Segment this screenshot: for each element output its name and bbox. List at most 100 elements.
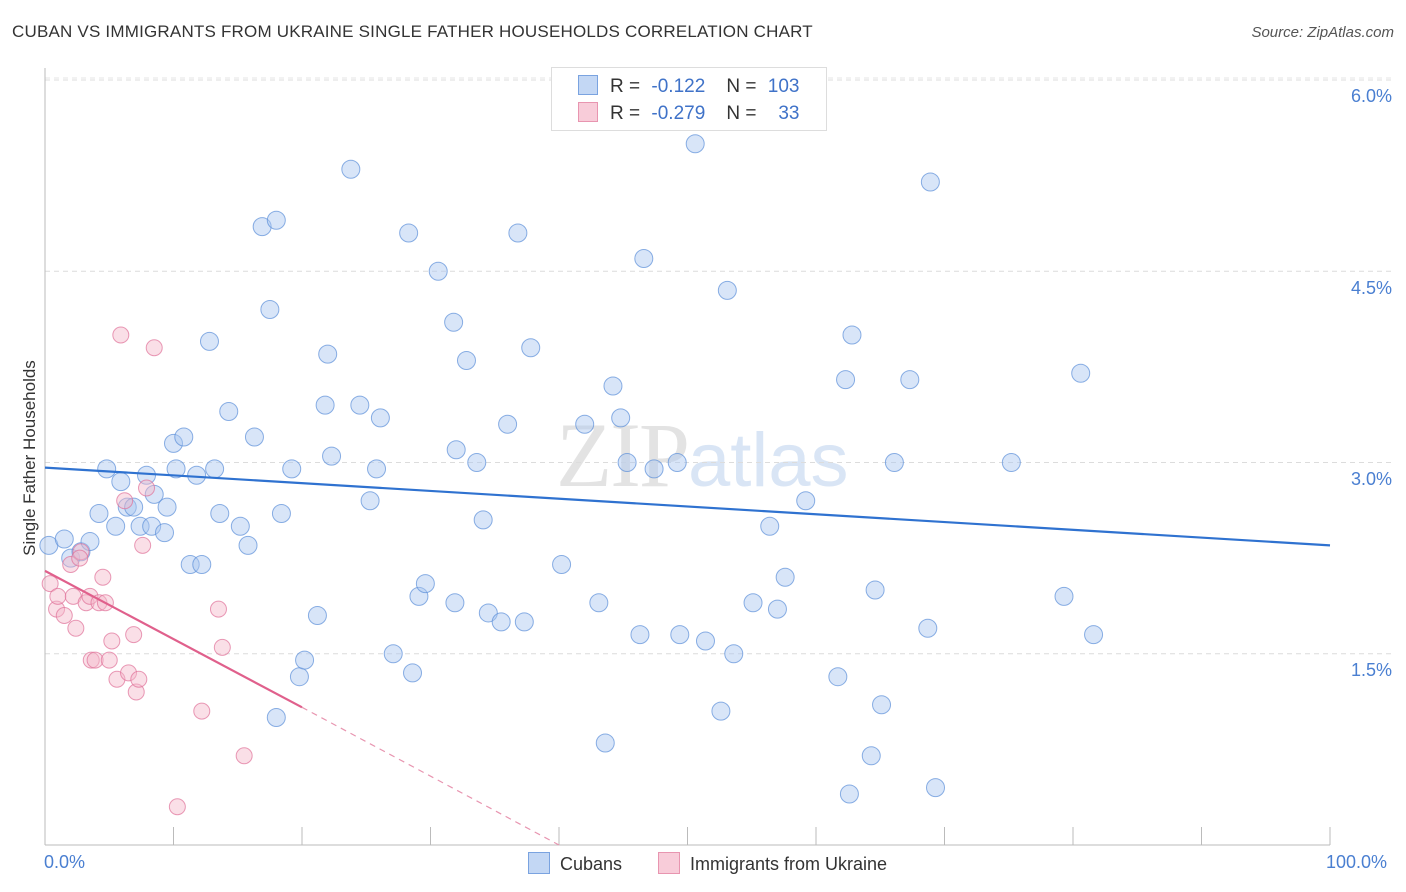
cubans-point xyxy=(111,472,131,492)
cubans-legend-swatch xyxy=(528,852,550,874)
cubans-point xyxy=(711,701,731,721)
cubans-point xyxy=(644,459,664,479)
ukraine-point xyxy=(193,702,211,720)
ukraine-point xyxy=(168,798,186,816)
cubans-point xyxy=(244,427,264,447)
cubans-point xyxy=(166,459,186,479)
cubans-point xyxy=(205,459,225,479)
cubans-point xyxy=(667,453,687,472)
ukraine-point xyxy=(138,479,156,497)
cubans-point xyxy=(367,459,387,479)
cubans-point xyxy=(828,667,848,687)
ukraine-point xyxy=(127,683,145,701)
cubans-point xyxy=(315,395,335,415)
cubans-point xyxy=(861,746,881,766)
ukraine-point xyxy=(103,632,121,650)
cubans-point xyxy=(282,459,302,479)
cubans-point xyxy=(89,504,109,523)
ukraine-point xyxy=(213,638,231,656)
cubans-point xyxy=(174,427,194,447)
cubans-point xyxy=(685,134,705,154)
cubans-point xyxy=(350,395,370,415)
cubans-point xyxy=(670,625,690,645)
cubans-point xyxy=(97,459,117,479)
cubans-point xyxy=(252,217,272,237)
ukraine-point xyxy=(125,626,143,644)
y-tick-label: 6.0% xyxy=(1350,86,1392,106)
cubans-point xyxy=(491,612,511,632)
ukraine-legend-swatch xyxy=(658,852,680,874)
ukraine-point xyxy=(55,607,73,624)
chart-title: CUBAN VS IMMIGRANTS FROM UKRAINE SINGLE … xyxy=(12,22,813,41)
cubans-point xyxy=(117,497,137,517)
ukraine-point xyxy=(94,568,112,586)
cubans-point xyxy=(603,376,623,396)
cubans-point xyxy=(717,280,737,300)
ukraine-point xyxy=(120,664,138,682)
cubans-point xyxy=(210,504,230,523)
cubans-point xyxy=(508,223,528,243)
ukraine-r-value: -0.279 xyxy=(651,103,706,124)
ukraine-point xyxy=(112,326,130,344)
cubans-point xyxy=(865,580,885,600)
cubans-point xyxy=(743,593,763,613)
cubans-point xyxy=(295,650,315,670)
watermark: ZIPatlas xyxy=(556,402,849,508)
y-tick-label: 1.5% xyxy=(1350,660,1392,680)
cubans-point xyxy=(219,402,239,421)
ukraine-point xyxy=(235,747,253,765)
cubans-point xyxy=(61,548,81,568)
cubans-r-value: -0.122 xyxy=(651,76,706,97)
cubans-point xyxy=(839,784,859,804)
cubans-point xyxy=(589,593,609,613)
ukraine-point xyxy=(82,651,100,669)
cubans-point xyxy=(415,574,435,594)
cubans-point xyxy=(445,593,465,613)
ukraine-point xyxy=(116,492,134,510)
cubans-point xyxy=(552,555,572,574)
cubans-point xyxy=(926,778,946,798)
cubans-point xyxy=(155,523,175,543)
ukraine-point xyxy=(62,556,80,573)
cubans-point xyxy=(322,446,342,466)
cubans-point xyxy=(498,414,518,434)
cubans-point xyxy=(842,325,862,345)
legend-row-ukraine: R = -0.279 N = 33 xyxy=(578,102,799,126)
y-tick-label: 3.0% xyxy=(1350,469,1392,489)
correlation-legend: R = -0.122 N = 103 R = -0.279 N = 33 xyxy=(551,67,827,131)
watermark-atlas: atlas xyxy=(688,418,849,503)
legend-item-cubans: Cubans xyxy=(528,852,622,875)
cubans-point xyxy=(266,210,286,230)
cubans-point xyxy=(456,351,476,370)
cubans-point xyxy=(1084,625,1104,645)
cubans-point xyxy=(157,497,177,517)
cubans-point xyxy=(617,453,637,472)
cubans-point xyxy=(307,606,327,625)
cubans-point xyxy=(446,440,466,460)
cubans-point xyxy=(724,644,744,664)
cubans-point xyxy=(341,159,361,179)
ukraine-point xyxy=(67,619,85,637)
cubans-point xyxy=(409,586,429,606)
cubans-point xyxy=(836,370,856,390)
cubans-point xyxy=(1001,453,1021,472)
ukraine-point xyxy=(49,587,67,605)
cubans-point xyxy=(260,300,280,319)
cubans-point xyxy=(611,408,631,428)
cubans-point xyxy=(900,370,920,390)
cubans-point xyxy=(271,504,291,523)
cubans-point xyxy=(403,663,423,683)
cubans-point xyxy=(630,625,650,645)
cubans-point xyxy=(80,532,100,552)
cubans-point xyxy=(428,261,448,281)
cubans-point xyxy=(760,516,780,536)
cubans-swatch xyxy=(578,75,598,95)
ukraine-point xyxy=(71,549,89,567)
legend-row-cubans: R = -0.122 N = 103 xyxy=(578,75,799,99)
ukraine-point xyxy=(145,339,163,357)
ukraine-point xyxy=(134,536,152,554)
cubans-point xyxy=(767,599,787,619)
y-axis-label: Single Father Households xyxy=(20,360,39,556)
cubans-point xyxy=(521,338,541,358)
